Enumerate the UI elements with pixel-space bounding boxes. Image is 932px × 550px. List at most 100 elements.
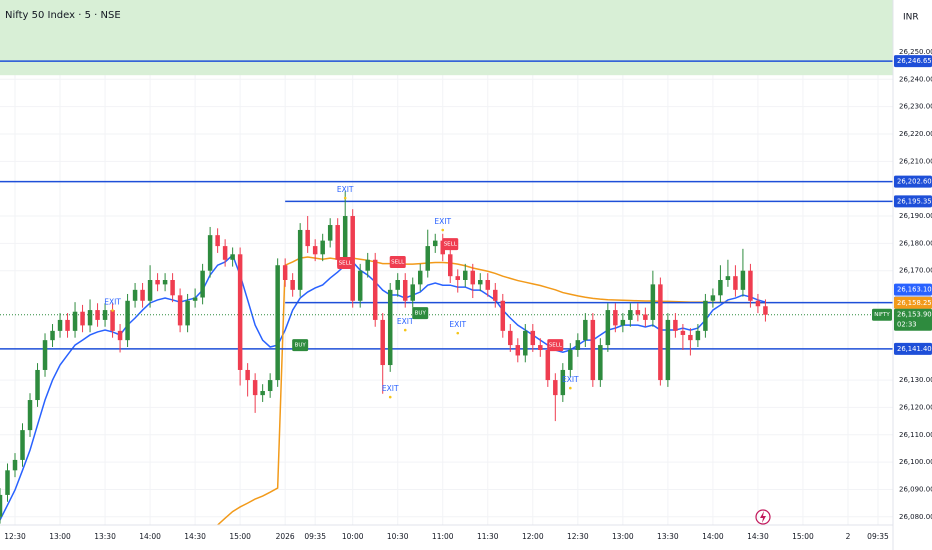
- candle-body: [493, 289, 498, 301]
- candle-body: [132, 289, 138, 301]
- y-tick-label: 26,190.00: [899, 212, 932, 220]
- candle-body: [95, 310, 100, 320]
- candle-body: [72, 311, 78, 331]
- candle-body: [628, 310, 633, 320]
- signal-dot: [569, 386, 572, 390]
- candle-body: [110, 310, 115, 331]
- price-tag: [894, 283, 932, 296]
- y-tick-label: 26,230.00: [899, 103, 932, 111]
- candle-body: [515, 345, 521, 356]
- candle-body: [432, 240, 438, 247]
- candle-body: [613, 310, 618, 326]
- candle-body: [87, 310, 93, 326]
- candle-body: [65, 319, 70, 331]
- candle-body: [125, 300, 130, 341]
- candle-body: [275, 265, 280, 381]
- signal-label: SELL: [391, 259, 405, 265]
- candle-body: [673, 319, 678, 331]
- candle-body: [463, 270, 468, 280]
- candle-body: [545, 350, 551, 381]
- x-tick-label: 12:00: [522, 532, 544, 541]
- y-tick-label: 26,250.00: [899, 48, 932, 56]
- candle-body: [147, 280, 153, 301]
- candle-body: [410, 284, 415, 301]
- signal-label: EXIT: [434, 217, 451, 226]
- y-tick-label: 26,120.00: [899, 403, 932, 411]
- currency-label[interactable]: INR: [903, 13, 919, 23]
- x-tick-label: 11:30: [477, 532, 499, 541]
- candle-body: [665, 319, 671, 381]
- candle-body: [620, 319, 626, 326]
- candle-body: [192, 297, 198, 301]
- candle-body: [455, 276, 461, 280]
- candle-body: [568, 350, 573, 370]
- candle-body: [680, 330, 686, 335]
- x-tick-label: 15:00: [229, 532, 251, 541]
- x-tick-label: 2: [846, 532, 851, 541]
- candle-body: [538, 345, 543, 350]
- y-tick-label: 26,080.00: [899, 513, 932, 521]
- signal-label: EXIT: [382, 384, 399, 393]
- level-tag-label: 26,202.60: [897, 178, 932, 186]
- indicator-line: [217, 256, 766, 525]
- candle-body: [710, 295, 716, 301]
- candle-body: [372, 259, 378, 320]
- signal-label: SELL: [444, 242, 458, 248]
- candle-body: [12, 459, 18, 471]
- y-tick-label: 26,130.00: [899, 376, 932, 384]
- price-tag-label: 26,158.25: [897, 299, 932, 307]
- level-tag: [894, 342, 932, 355]
- candle-body: [590, 319, 596, 381]
- x-tick-label: 09:35: [867, 532, 889, 541]
- candle-body: [27, 400, 33, 431]
- candle-body: [402, 280, 408, 301]
- x-tick-label: 13:00: [612, 532, 634, 541]
- zone: [0, 0, 893, 76]
- last-price-tag: [894, 308, 932, 331]
- candle-body: [763, 306, 768, 315]
- candle-body: [342, 216, 348, 260]
- candle-body: [305, 229, 310, 247]
- candle-body: [658, 284, 663, 381]
- y-tick-label: 26,100.00: [899, 458, 932, 466]
- candle-body: [245, 369, 250, 381]
- signal-dot: [441, 228, 445, 232]
- candle-body: [155, 280, 160, 285]
- y-tick-label: 26,170.00: [899, 267, 932, 275]
- x-tick-label: 13:30: [657, 532, 679, 541]
- candle-body: [643, 314, 648, 320]
- level-tag: [894, 175, 932, 188]
- x-tick-label: 14:00: [139, 532, 161, 541]
- candle-body: [170, 280, 175, 296]
- x-tick-label: 12:30: [567, 532, 589, 541]
- candle-body: [470, 270, 476, 285]
- alert-icon[interactable]: [755, 509, 771, 525]
- x-tick-label: 09:35: [304, 532, 326, 541]
- x-tick-label: 13:00: [49, 532, 71, 541]
- candle-body: [740, 270, 746, 290]
- signal-box: [389, 255, 406, 268]
- level-tag-label: 26,141.40: [897, 345, 932, 353]
- signal-box: [442, 238, 459, 251]
- candle-body: [530, 330, 536, 346]
- signal-dot: [111, 309, 114, 312]
- y-tick-label: 26,090.00: [899, 485, 932, 493]
- x-tick-label: 10:30: [387, 532, 409, 541]
- candle-body: [57, 319, 63, 331]
- level-tag-label: 26,246.65: [897, 57, 932, 65]
- signal-label: EXIT: [449, 320, 466, 329]
- signal-label: BUY: [295, 343, 307, 349]
- candle-body: [395, 280, 400, 290]
- y-tick-label: 26,110.00: [899, 431, 932, 439]
- signal-dot: [388, 395, 392, 399]
- y-tick-label: 26,180.00: [899, 239, 932, 247]
- x-tick-label: 14:00: [702, 532, 724, 541]
- signal-dot: [403, 328, 407, 332]
- x-tick-label: 15:00: [792, 532, 814, 541]
- x-tick-label: 14:30: [747, 532, 769, 541]
- candle-body: [50, 330, 55, 341]
- candle-body: [733, 276, 738, 290]
- signal-label: EXIT: [337, 185, 354, 194]
